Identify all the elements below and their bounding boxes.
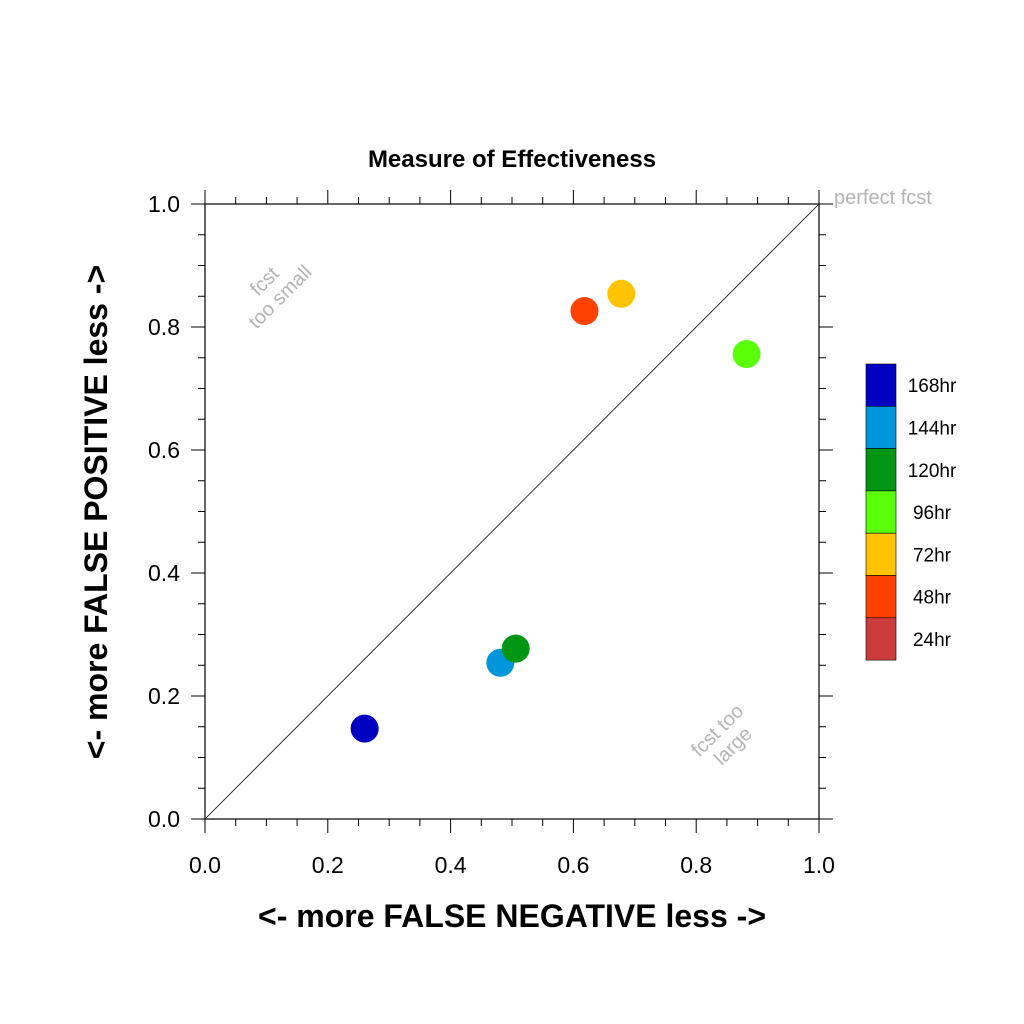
x-tick-label: 0.8	[680, 852, 712, 878]
x-tick-label: 0.2	[312, 852, 344, 878]
legend-label-168hr: 168hr	[908, 376, 957, 397]
legend-label-144hr: 144hr	[908, 418, 957, 439]
legend-swatch-168hr	[865, 363, 897, 407]
y-tick-label: 0.6	[148, 437, 180, 463]
y-tick-label: 0.2	[148, 683, 180, 709]
legend-swatch-96hr	[865, 490, 897, 534]
point-120hr	[501, 634, 530, 663]
too-small-line-2: too small	[244, 261, 316, 333]
legend-label-72hr: 72hr	[913, 545, 952, 566]
point-168hr	[350, 714, 379, 743]
x-tick-label: 0.4	[435, 852, 467, 878]
legend-label-120hr: 120hr	[908, 461, 957, 482]
x-axis-title: <- more FALSE NEGATIVE less ->	[258, 898, 766, 934]
y-tick-label: 0.8	[148, 314, 180, 340]
perfect-forecast-annotation: perfect fcst	[834, 187, 932, 209]
point-48hr	[570, 297, 599, 326]
legend-swatch-72hr	[865, 532, 897, 576]
y-tick-label: 0.0	[148, 806, 180, 832]
too-large-annotation: fcst too large	[687, 700, 757, 770]
tick-labels: 0.0 0.2 0.4 0.6 0.8 1.0 0.0 0.2 0.4 0.6 0.8 1.0	[148, 191, 835, 878]
data-points	[350, 279, 761, 743]
legend-swatch-24hr	[865, 617, 897, 661]
legend-swatch-120hr	[865, 448, 897, 492]
y-tick-label: 0.4	[148, 560, 180, 586]
point-96hr	[732, 340, 761, 369]
x-tick-label: 0.0	[189, 852, 221, 878]
legend-swatch-144hr	[865, 405, 897, 449]
perfect-forecast-diagonal	[204, 203, 820, 820]
point-72hr	[607, 279, 636, 308]
too-small-annotation: fcst too small	[244, 261, 316, 333]
legend-label-24hr: 24hr	[913, 630, 952, 651]
legend-label-48hr: 48hr	[913, 588, 952, 609]
legend: 168hr 144hr 120hr 96hr 72hr 48hr 24hr	[865, 363, 957, 661]
y-tick-label: 1.0	[148, 191, 180, 217]
x-tick-label: 0.6	[557, 852, 589, 878]
y-axis-title: <- more FALSE POSITIVE less ->	[78, 265, 114, 759]
chart-title: Measure of Effectiveness	[368, 146, 656, 173]
axis-ticks	[191, 190, 833, 833]
x-tick-label: 1.0	[803, 852, 835, 878]
legend-label-96hr: 96hr	[913, 503, 952, 524]
legend-swatch-48hr	[865, 575, 897, 619]
